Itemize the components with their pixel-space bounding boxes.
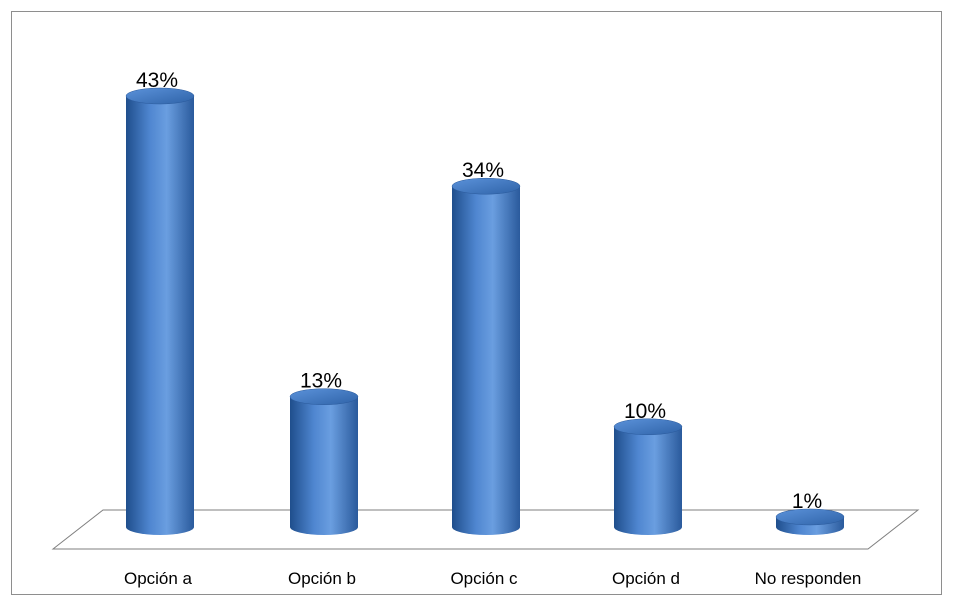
bar-top xyxy=(613,418,683,436)
category-label: Opción d xyxy=(612,569,680,588)
data-label: 13% xyxy=(300,370,342,393)
bar-top xyxy=(451,177,521,195)
bar-opci-n-c xyxy=(451,177,521,536)
bar-top xyxy=(289,388,359,405)
bar-top xyxy=(775,508,845,526)
bar-opci-n-b xyxy=(289,388,359,535)
data-label: 10% xyxy=(624,400,666,423)
chart-floor xyxy=(51,509,920,550)
data-labels-group: 43% 13% 34% 10% 1% xyxy=(136,69,822,513)
category-label: Opción c xyxy=(450,569,518,588)
bar-body xyxy=(290,396,358,535)
bar-body xyxy=(452,186,520,536)
bars-group xyxy=(125,87,845,536)
category-labels-group: Opción a Opción b Opción c Opción d No respo… xyxy=(124,569,861,588)
category-label: Opción a xyxy=(124,569,193,588)
bar-opci-n-a xyxy=(125,87,195,535)
category-label: No responden xyxy=(755,569,862,588)
data-label: 1% xyxy=(792,490,822,513)
bar-opci-n-d xyxy=(613,418,683,535)
category-label: Opción b xyxy=(288,569,356,588)
bar-top xyxy=(125,87,195,105)
bar-body xyxy=(126,96,194,535)
bar-body xyxy=(614,426,682,535)
bar-no-responden xyxy=(775,508,845,535)
data-label: 43% xyxy=(136,69,178,92)
data-label: 34% xyxy=(462,159,504,182)
